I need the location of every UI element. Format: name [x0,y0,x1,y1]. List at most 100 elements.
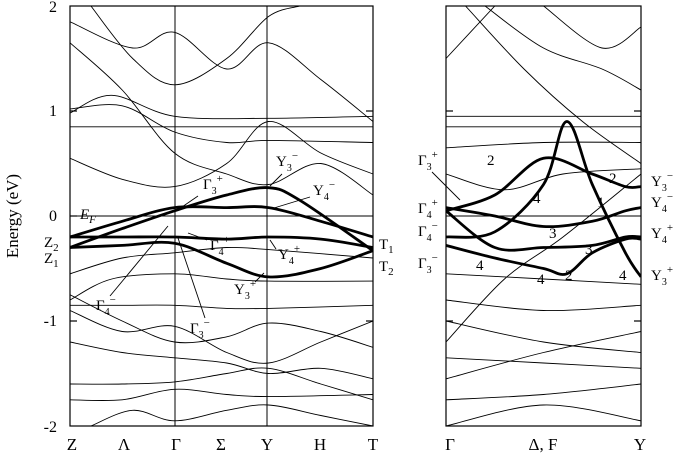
thin-band-line [90,404,373,426]
thin-band-line [70,341,373,380]
left-y-ticks [70,110,373,322]
thin-band-line [446,320,641,353]
y-tick-label: -1 [44,313,57,330]
bold-band-line [446,156,641,213]
left-panel: Z Λ Γ Σ Y H T [67,5,379,454]
x-label-gamma: Γ [171,435,181,454]
leader-line [254,272,265,283]
x-label-gamma-right: Γ [445,435,455,454]
thin-band-line [70,94,373,120]
annotation-y4-minus: Y4− [313,179,335,203]
x-label-y: Y [261,435,273,454]
annotation-r-gamma4-minus: Γ4− [418,220,438,244]
band-number: 4 [476,258,484,274]
right-thin-bands [446,6,641,426]
thin-band-line [446,404,641,426]
thin-band-line [446,168,641,191]
left-thin-bands [70,6,373,426]
y-tick-label: 1 [49,103,57,120]
annotation-r-y4-minus: Y4− [651,191,673,215]
thin-band-line [70,273,373,301]
annotation-gamma4-plus: Γ4+ [210,234,230,258]
fermi-level-label: EF [79,207,96,226]
x-label-h: H [314,435,326,454]
thin-band-line [70,21,373,122]
bold-band-line [446,209,641,252]
annotation-z2: Z2 [44,235,59,254]
y-tick-labels: 2 1 0 -1 -2 [44,0,57,436]
band-number: 4 [537,272,545,288]
left-annotations: Z2 Z1 T1 T2 Γ3+ Γ4+ Γ4− Γ3− Y3− Y4− Y4+ … [44,150,394,341]
band-number: 3 [549,226,557,242]
band-number: 2 [487,153,495,169]
right-annotations: Γ3+ Γ4+ Γ4− Γ3− Y3− Y4− Y4+ Y3+ 2 4 2 1 … [418,149,673,288]
thin-band-line [446,331,641,380]
annotation-r-gamma4-plus: Γ4+ [418,197,438,221]
thin-band-line [70,367,373,401]
y-tick-label: 2 [49,0,57,16]
right-y-ticks [446,110,641,322]
band-number: 2 [565,268,573,284]
annotation-t1: T1 [379,237,394,256]
annotation-t2: T2 [379,259,394,278]
annotation-r-gamma3-plus: Γ3+ [418,149,438,173]
y-tick-label: -2 [44,419,57,436]
thin-band-line [70,294,373,348]
y-tick-label: 0 [49,208,57,225]
band-number: 4 [619,268,627,284]
thin-band-line [70,246,373,275]
thin-band-line [70,104,373,144]
bold-band-line [70,186,373,252]
leader-line [187,232,208,241]
right-bold-bands [446,120,641,278]
annotation-gamma3-minus: Γ3− [190,317,210,341]
right-panel: Γ Δ, F Y [445,5,646,454]
leader-line [269,173,283,187]
annotation-r-y4-plus: Y4+ [651,222,673,246]
leader-line [269,239,277,250]
thin-band-line [90,6,301,86]
thin-band-line [543,6,641,49]
thin-band-line [70,304,373,310]
band-number: 2 [609,171,617,187]
x-label-z: Z [67,435,77,454]
thin-band-line [465,6,641,164]
thin-band-line [70,388,373,401]
y-axis-label: Energy (eV) [3,174,22,258]
bold-band-line [70,235,373,249]
x-label-sigma: Σ [216,435,226,454]
thin-band-line [446,357,641,369]
bold-band-line [70,240,373,279]
thin-band-line [70,121,373,188]
right-x-labels: Γ Δ, F Y [445,435,646,454]
leader-line [273,196,311,209]
band-number: 1 [597,195,605,211]
thin-band-line [484,6,641,91]
leader-line [431,171,461,201]
bold-band-line [446,206,641,229]
thin-band-line [446,299,641,312]
leader-line [109,225,169,297]
thin-band-line [446,173,641,343]
thin-band-line [446,6,496,59]
annotation-y3-plus: Y3+ [234,278,256,302]
annotation-y3-minus: Y3− [276,150,298,174]
left-x-labels: Z Λ Γ Σ Y H T [67,435,379,454]
annotation-r-y3-minus: Y3− [651,170,673,194]
bold-band-line [446,236,641,276]
x-label-lambda: Λ [118,435,131,454]
annotation-r-gamma3-minus: Γ3− [418,252,438,276]
right-panel-frame [445,5,642,427]
thin-band-line [446,383,641,401]
thin-band-line [446,273,641,285]
band-number: 3 [585,242,593,258]
x-label-t: T [368,435,379,454]
x-label-delta-f: Δ, F [529,435,558,454]
annotation-gamma4-minus: Γ4− [96,294,116,318]
bold-band-line [70,205,373,239]
thin-band-line [70,310,373,364]
bold-band-line [446,120,641,278]
annotation-r-y3-plus: Y3+ [651,264,673,288]
leader-line [177,237,206,319]
